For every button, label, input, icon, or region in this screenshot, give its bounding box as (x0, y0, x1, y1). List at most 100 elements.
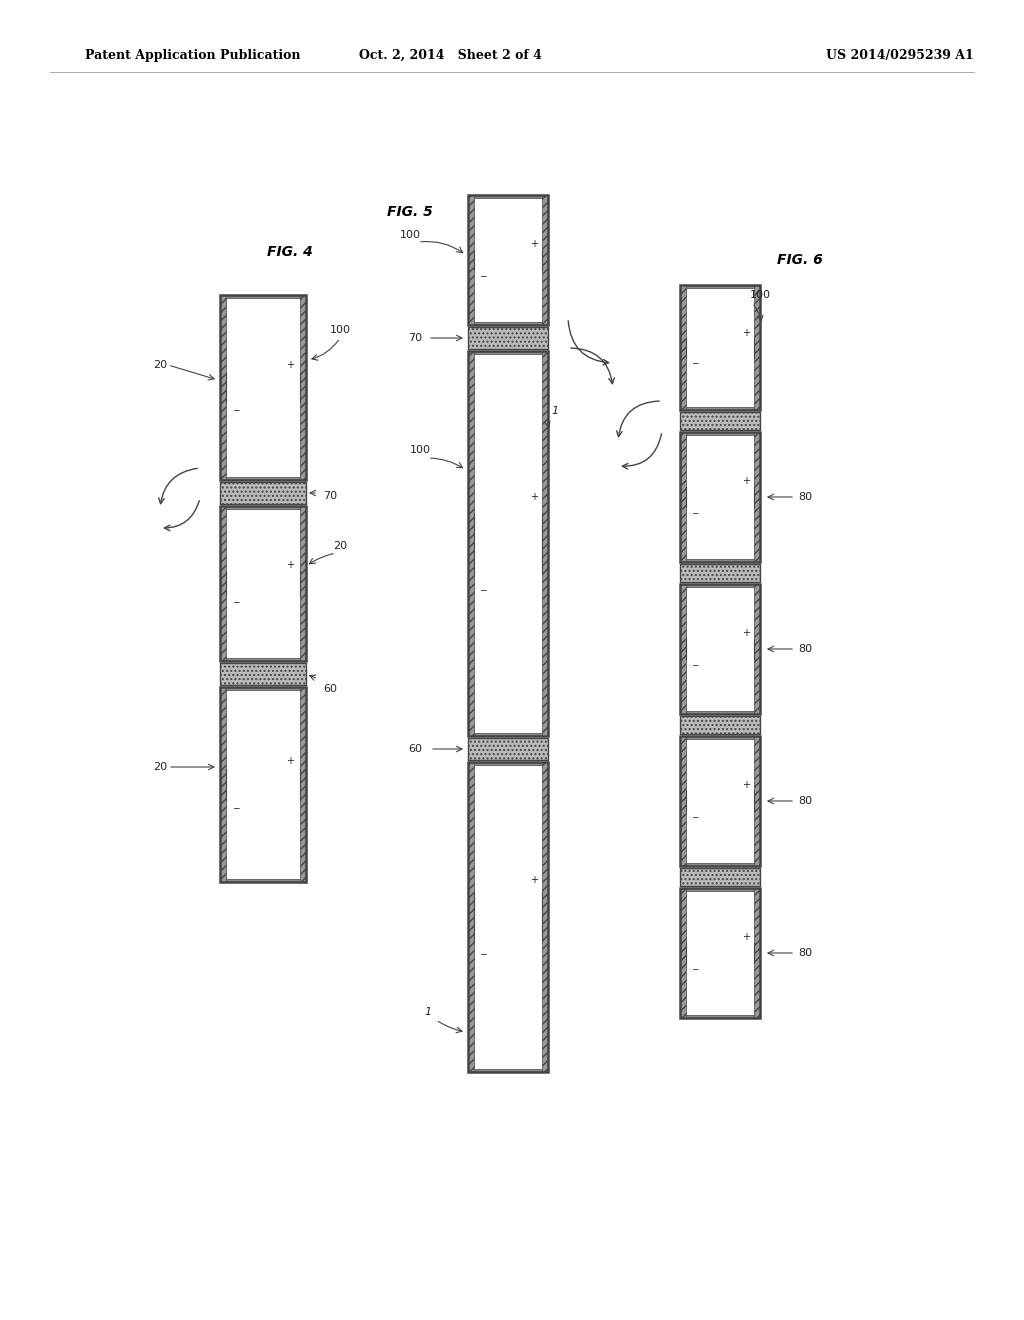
Bar (543, 762, 548, 1072)
Bar (680, 737, 760, 866)
Text: 70: 70 (323, 491, 337, 502)
Text: 80: 80 (798, 492, 812, 502)
Text: 80: 80 (798, 796, 812, 807)
Text: +: + (287, 756, 295, 766)
Text: 20: 20 (153, 762, 167, 772)
Bar (680, 583, 760, 714)
Bar (468, 351, 548, 737)
Text: +: + (741, 628, 750, 639)
Bar (468, 351, 548, 737)
Text: +: + (741, 327, 750, 338)
Bar (680, 888, 760, 1018)
Text: FIG. 4: FIG. 4 (267, 246, 313, 259)
Bar (680, 583, 686, 714)
Bar (471, 766, 545, 1069)
Text: +: + (529, 492, 538, 503)
Bar (220, 482, 306, 504)
Bar (468, 327, 548, 348)
Bar (468, 738, 548, 760)
Text: FIG. 6: FIG. 6 (777, 253, 823, 267)
Bar (300, 686, 306, 882)
Bar (468, 762, 548, 1072)
Bar (471, 198, 545, 322)
Bar (468, 195, 548, 325)
Text: −: − (690, 964, 698, 973)
Bar (683, 739, 757, 863)
Bar (680, 285, 686, 411)
Bar (755, 888, 760, 1018)
Text: −: − (690, 812, 698, 821)
Bar (220, 506, 306, 661)
Text: 60: 60 (323, 684, 337, 694)
Bar (220, 294, 306, 480)
Bar (220, 294, 306, 480)
Bar (680, 737, 686, 866)
Text: US 2014/0295239 A1: US 2014/0295239 A1 (826, 49, 974, 62)
Bar (223, 510, 303, 657)
Bar (220, 686, 306, 882)
Text: −: − (690, 358, 698, 367)
Text: 60: 60 (408, 744, 422, 754)
Bar (680, 285, 760, 411)
Bar (755, 583, 760, 714)
Bar (680, 432, 760, 562)
Bar (300, 294, 306, 480)
Text: 80: 80 (798, 644, 812, 653)
Bar (220, 686, 306, 882)
Text: +: + (741, 477, 750, 486)
Bar (680, 412, 760, 430)
Bar (300, 506, 306, 661)
Bar (680, 888, 760, 1018)
Text: 100: 100 (330, 325, 350, 335)
Text: +: + (741, 780, 750, 791)
Text: −: − (690, 508, 698, 517)
Text: −: − (690, 660, 698, 669)
Bar (755, 432, 760, 562)
Bar (680, 285, 760, 411)
Text: 20: 20 (153, 360, 167, 370)
Text: 70: 70 (408, 333, 422, 343)
Bar (680, 432, 760, 562)
Text: 100: 100 (410, 445, 430, 455)
Bar (223, 690, 303, 879)
Text: −: − (478, 271, 486, 280)
Bar (543, 195, 548, 325)
Bar (680, 432, 686, 562)
Text: 100: 100 (399, 230, 421, 240)
Bar (220, 663, 306, 685)
Bar (220, 506, 306, 661)
Bar (220, 686, 226, 882)
Bar (683, 891, 757, 1015)
Bar (468, 762, 548, 1072)
Bar (755, 285, 760, 411)
Text: 20: 20 (333, 541, 347, 550)
Text: +: + (741, 932, 750, 942)
Text: −: − (478, 949, 486, 958)
Bar (683, 587, 757, 711)
Text: +: + (529, 239, 538, 249)
Text: −: − (478, 585, 486, 594)
Bar (468, 762, 473, 1072)
Text: +: + (529, 875, 538, 884)
Bar (680, 737, 760, 866)
Text: +: + (287, 560, 295, 570)
Bar (680, 888, 686, 1018)
Text: 100: 100 (750, 290, 770, 300)
Bar (680, 583, 760, 714)
Text: −: − (231, 405, 240, 414)
Bar (223, 298, 303, 477)
Bar (683, 288, 757, 407)
Bar (468, 195, 473, 325)
Text: FIG. 5: FIG. 5 (387, 205, 433, 219)
Bar (468, 195, 548, 325)
Text: −: − (231, 804, 240, 812)
Text: +: + (287, 360, 295, 371)
Bar (471, 354, 545, 733)
Text: 1: 1 (424, 1007, 431, 1016)
Bar (220, 506, 226, 661)
Text: Patent Application Publication: Patent Application Publication (85, 49, 300, 62)
Text: 1: 1 (552, 407, 558, 416)
Text: −: − (231, 598, 240, 607)
Bar (680, 564, 760, 582)
Bar (680, 869, 760, 886)
